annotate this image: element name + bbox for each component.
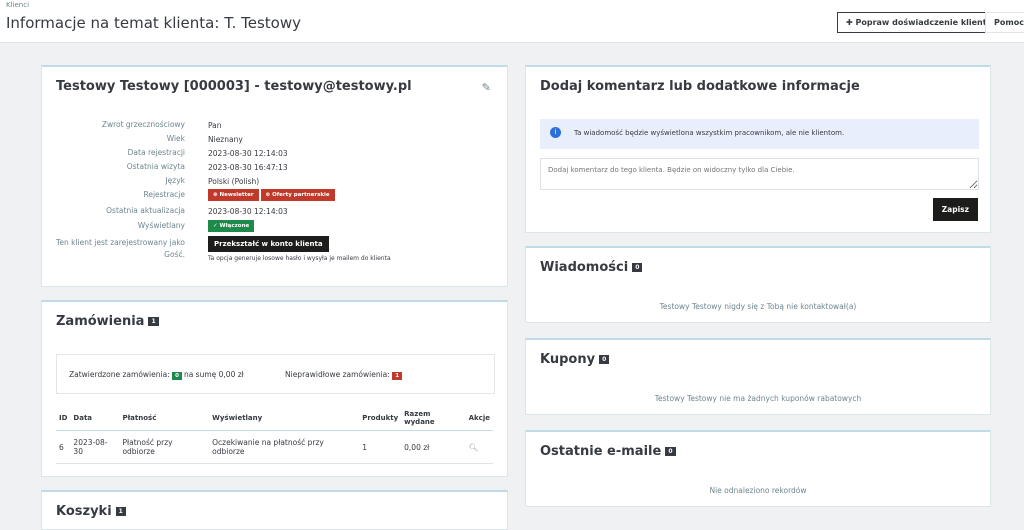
enabled-label: Włączone xyxy=(219,223,250,229)
col-total: Razem wydane xyxy=(401,406,466,431)
orders-title-text: Zamówienia xyxy=(56,314,145,329)
field-label: Rejestracje xyxy=(143,190,185,199)
emails-title: Ostatnie e-maile 0 xyxy=(540,444,676,459)
newsletter-badge[interactable]: ⊗ Newsletter xyxy=(208,189,259,201)
field-label: Zwrot grzecznościowy xyxy=(101,120,185,129)
cell-total: 0,00 zł xyxy=(401,430,466,464)
table-header: ID Data Płatność Wyświetlany Produkty Razem w… xyxy=(56,406,493,431)
field-label: Ostatnia wizyta xyxy=(126,162,185,171)
coupons-count: 0 xyxy=(599,355,610,364)
col-actions: Akcje xyxy=(465,406,493,431)
orders-title: Zamówienia 1 xyxy=(56,314,159,329)
field-label: Data rejestracji xyxy=(127,148,185,157)
valid-orders: Zatwierdzone zamówienia: 0 na sumę 0,00 z… xyxy=(69,370,244,380)
page-header: Klienci Informacje na temat klienta: T. … xyxy=(0,0,1024,43)
orders-count: 1 xyxy=(148,317,159,326)
emails-empty: Nie odnaleziono rekordów xyxy=(709,486,807,495)
carts-title-text: Koszyki xyxy=(56,504,112,519)
carts-count: 1 xyxy=(115,507,126,516)
field-value: Pan xyxy=(208,121,222,130)
table-row[interactable]: 6 2023-08-30 Płatność przy odbiorze Oczekiw… xyxy=(56,430,493,464)
cell-products: 1 xyxy=(359,430,402,464)
valid-sum: na sumę 0,00 zł xyxy=(183,370,244,379)
field-value: 2023-08-30 16:47:13 xyxy=(208,163,288,172)
info-alert: i Ta wiadomość będzie wyświetlona wszyst… xyxy=(540,119,979,149)
col-date: Data xyxy=(70,406,120,431)
customer-card: Testowy Testowy [000003] - testowy@testo… xyxy=(41,65,508,287)
comment-card: Dodaj komentarz lub dodatkowe informacje… xyxy=(525,65,991,233)
messages-card: Wiadomości 0 Testowy Testowy nigdy się z … xyxy=(525,246,991,323)
col-products: Produkty xyxy=(359,406,402,431)
edit-pencil-icon[interactable]: ✎ xyxy=(481,81,491,94)
field-value: 2023-08-30 12:14:03 xyxy=(208,207,288,216)
info-text: Ta wiadomość będzie wyświetlona wszystki… xyxy=(574,129,845,137)
valid-label: Zatwierdzone zamówienia: xyxy=(69,370,170,379)
registrations: ⊗ Newsletter ⊗ Oferty partnerskie xyxy=(208,189,337,201)
carts-title: Koszyki 1 xyxy=(56,504,126,519)
partner-offers-label: Oferty partnerskie xyxy=(272,192,330,198)
invalid-count: 1 xyxy=(392,372,403,380)
field-value: Nieznany xyxy=(208,135,243,144)
valid-count: 0 xyxy=(172,372,182,380)
status: ✓ Włączone xyxy=(208,220,256,232)
field-label: Wyświetlany xyxy=(137,221,185,230)
messages-count: 0 xyxy=(632,263,643,272)
puzzle-icon: ✚ xyxy=(846,18,853,27)
field-label: Język xyxy=(165,176,185,185)
coupons-title: Kupony 0 xyxy=(540,352,610,367)
col-status: Wyświetlany xyxy=(209,406,360,431)
orders-table: ID Data Płatność Wyświetlany Produkty Razem w… xyxy=(56,406,493,464)
coupons-title-text: Kupony xyxy=(540,352,596,367)
field-value: 2023-08-30 12:14:03 xyxy=(208,149,288,158)
messages-title: Wiadomości 0 xyxy=(540,260,643,275)
help-button[interactable]: Pomoc xyxy=(985,12,1024,33)
col-id: ID xyxy=(56,406,71,431)
comment-title: Dodaj komentarz lub dodatkowe informacje xyxy=(540,79,860,94)
breadcrumb[interactable]: Klienci xyxy=(6,1,30,9)
coupons-card: Kupony 0 Testowy Testowy nie ma żadnych k… xyxy=(525,338,991,415)
convert-to-customer-button[interactable]: Przekształć w konto klienta xyxy=(208,236,329,252)
field-label: Ostatnia aktualizacja xyxy=(106,206,185,215)
col-payment: Płatność xyxy=(119,406,210,431)
improve-label: Popraw doświadczenie klienta xyxy=(855,18,992,27)
field-value: Polski (Polish) xyxy=(208,177,260,186)
cell-status: Oczekiwanie na płatność przy odbiorze xyxy=(209,430,360,464)
customer-title: Testowy Testowy [000003] - testowy@testo… xyxy=(56,79,412,94)
enabled-badge[interactable]: ✓ Włączone xyxy=(208,220,255,232)
orders-summary: Zatwierdzone zamówienia: 0 na sumę 0,00 z… xyxy=(56,354,495,394)
guest-label: Ten klient jest zarejestrowany jako Gość… xyxy=(56,238,185,259)
page-title: Informacje na temat klienta: T. Testowy xyxy=(6,14,301,32)
orders-card: Zamówienia 1 Zatwierdzone zamówienia: 0 na… xyxy=(41,300,508,477)
invalid-orders: Nieprawidłowe zamówienia: 1 xyxy=(285,370,404,380)
field-label: Wiek xyxy=(166,134,185,143)
carts-card: Koszyki 1 xyxy=(41,490,508,530)
emails-title-text: Ostatnie e-maile xyxy=(540,444,662,459)
improve-experience-button[interactable]: ✚ Popraw doświadczenie klienta xyxy=(837,12,1001,33)
partner-offers-badge[interactable]: ⊗ Oferty partnerskie xyxy=(260,189,335,201)
newsletter-label: Newsletter xyxy=(219,192,254,198)
cell-id: 6 xyxy=(56,430,71,464)
messages-empty: Testowy Testowy nigdy się z Tobą nie kon… xyxy=(659,302,857,311)
coupons-empty: Testowy Testowy nie ma żadnych kuponów r… xyxy=(654,394,862,403)
cell-payment: Płatność przy odbiorze xyxy=(119,430,210,464)
invalid-label: Nieprawidłowe zamówienia: xyxy=(285,370,390,379)
view-magnifier-icon[interactable]: 🔍︎ xyxy=(465,430,493,464)
cell-date: 2023-08-30 xyxy=(70,430,120,464)
emails-count: 0 xyxy=(665,447,676,456)
messages-title-text: Wiadomości xyxy=(540,260,629,275)
comment-textarea[interactable] xyxy=(540,158,979,190)
convert-hint: Ta opcja generuje losowe hasło i wysyła … xyxy=(208,255,391,262)
emails-card: Ostatnie e-maile 0 Nie odnaleziono rekord… xyxy=(525,430,991,507)
info-icon: i xyxy=(550,127,561,138)
save-button[interactable]: Zapisz xyxy=(932,198,978,221)
